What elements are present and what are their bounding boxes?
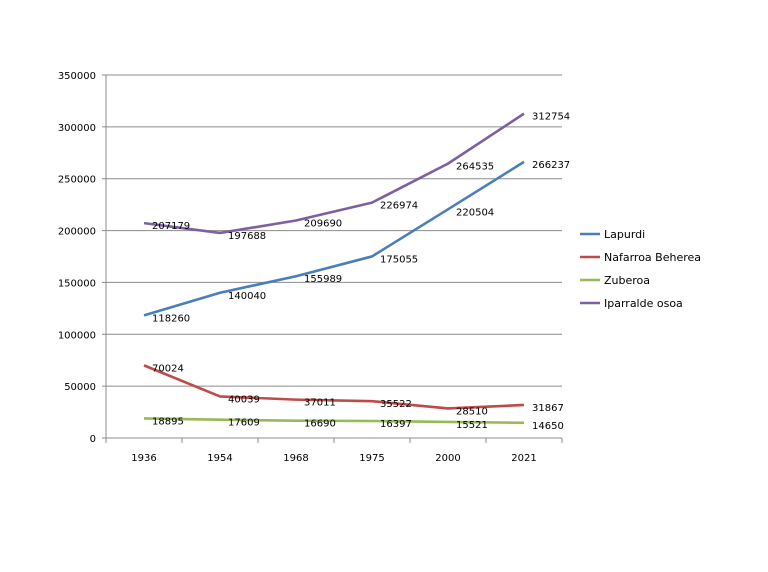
y-tick-label: 100000 bbox=[58, 330, 96, 341]
x-tick-label: 1936 bbox=[131, 453, 156, 464]
data-label: 140040 bbox=[228, 291, 266, 302]
legend-label: Nafarroa Beherea bbox=[604, 251, 701, 264]
series-lines bbox=[143, 112, 525, 425]
y-tick-label: 50000 bbox=[64, 382, 96, 393]
x-tick-label: 1954 bbox=[207, 453, 232, 464]
data-label: 118260 bbox=[152, 313, 190, 324]
x-tick-label: 1975 bbox=[359, 453, 384, 464]
data-label: 209690 bbox=[304, 219, 342, 230]
legend-label: Iparralde osoa bbox=[604, 297, 683, 310]
y-tick-label: 200000 bbox=[58, 227, 96, 238]
data-label: 175055 bbox=[380, 254, 418, 265]
data-label: 197688 bbox=[228, 231, 266, 242]
data-label: 220504 bbox=[456, 207, 494, 218]
data-label: 264535 bbox=[456, 162, 494, 173]
data-labels: 118260 140040 155989 175055 220504 266237 7002… bbox=[152, 112, 570, 432]
data-label: 16397 bbox=[380, 419, 412, 430]
data-label: 226974 bbox=[380, 201, 418, 212]
x-tick-label: 2000 bbox=[435, 453, 460, 464]
data-label: 14650 bbox=[532, 421, 564, 432]
data-label: 266237 bbox=[532, 160, 570, 171]
y-tick-label: 350000 bbox=[58, 71, 96, 82]
series-line-3 bbox=[143, 112, 525, 235]
gridlines bbox=[106, 74, 562, 387]
data-label: 31867 bbox=[532, 403, 564, 414]
data-label: 28510 bbox=[456, 406, 488, 417]
data-label: 35522 bbox=[380, 399, 412, 410]
y-tick-label: 250000 bbox=[58, 175, 96, 186]
data-label: 155989 bbox=[304, 274, 342, 285]
y-tick-label: 0 bbox=[90, 434, 96, 445]
data-label: 16690 bbox=[304, 419, 336, 430]
x-tick-label: 2021 bbox=[511, 453, 536, 464]
data-label: 17609 bbox=[228, 418, 260, 429]
data-label: 15521 bbox=[456, 420, 488, 431]
data-label: 37011 bbox=[304, 398, 336, 409]
data-label: 70024 bbox=[152, 363, 184, 374]
data-label: 18895 bbox=[152, 416, 184, 427]
series-line-0 bbox=[143, 160, 525, 317]
legend-label: Lapurdi bbox=[604, 228, 645, 241]
y-tick-label: 300000 bbox=[58, 123, 96, 134]
data-label: 312754 bbox=[532, 112, 570, 123]
data-label: 207179 bbox=[152, 221, 190, 232]
series-line-1 bbox=[143, 364, 525, 410]
legend: Lapurdi Nafarroa Beherea Zuberoa Iparralde … bbox=[580, 228, 701, 310]
x-tick-label: 1968 bbox=[283, 453, 308, 464]
data-label: 40039 bbox=[228, 394, 260, 405]
axes: 0 50000 100000 150000 200000 250000 300000 3500… bbox=[58, 71, 563, 464]
legend-label: Zuberoa bbox=[604, 274, 650, 287]
series-line-2 bbox=[143, 417, 525, 425]
y-tick-label: 150000 bbox=[58, 278, 96, 289]
